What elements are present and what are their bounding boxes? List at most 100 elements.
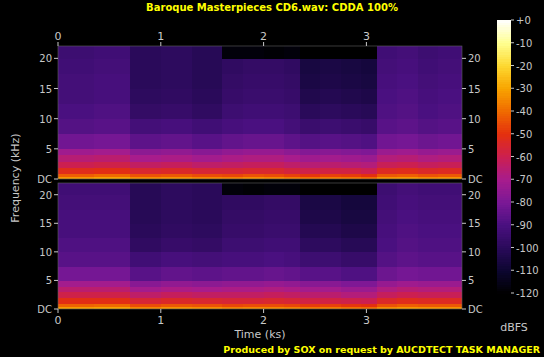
colorbar-label: dBFS	[500, 321, 528, 334]
cell	[300, 167, 321, 174]
cell	[58, 238, 95, 253]
cell	[284, 119, 300, 135]
cell	[397, 89, 418, 105]
tick	[58, 309, 59, 313]
cell	[341, 183, 362, 195]
colorbar-tick	[511, 202, 514, 203]
cell	[284, 89, 300, 105]
tick-label: 10	[39, 247, 52, 258]
cell	[438, 183, 462, 195]
colorbar-tick-label: -70	[516, 174, 532, 185]
cell	[320, 195, 341, 210]
colorbar-tick-label: -120	[516, 288, 539, 299]
tick	[462, 118, 466, 119]
cell	[192, 58, 223, 74]
cell	[192, 134, 223, 150]
cell	[94, 58, 131, 74]
cell	[300, 58, 321, 74]
cell	[222, 209, 243, 224]
cell	[418, 209, 439, 224]
cell	[397, 209, 418, 224]
tick-label: 15	[468, 84, 481, 95]
cell	[192, 238, 223, 253]
cell	[243, 286, 264, 292]
cell	[361, 155, 377, 162]
cell	[161, 167, 192, 174]
cell	[94, 195, 131, 210]
channel-cells	[58, 183, 462, 309]
cell	[438, 209, 462, 224]
cell	[58, 195, 95, 210]
cell	[418, 104, 439, 120]
cell	[264, 155, 285, 162]
cell	[94, 252, 131, 267]
cell	[418, 280, 439, 286]
cell	[418, 252, 439, 267]
cell	[377, 183, 398, 195]
colorbar-tick	[511, 156, 514, 157]
cell	[161, 134, 192, 150]
cell	[397, 252, 418, 267]
cell	[300, 298, 321, 304]
cell	[418, 195, 439, 210]
x-axis-label: Time (ks)	[233, 328, 285, 341]
tick-label: DC	[468, 174, 483, 185]
cell	[418, 167, 439, 174]
cell	[320, 252, 341, 267]
cell	[192, 155, 223, 162]
cell	[222, 223, 243, 238]
cell	[284, 238, 300, 253]
cell	[377, 238, 398, 253]
cell	[94, 104, 131, 120]
cell	[341, 286, 362, 292]
tick	[160, 309, 161, 313]
cell	[58, 149, 95, 156]
cell	[243, 280, 264, 286]
cell	[192, 195, 223, 210]
cell	[222, 46, 243, 59]
cell	[58, 280, 95, 286]
cell	[377, 73, 398, 89]
cell	[130, 252, 161, 267]
cell	[300, 292, 321, 298]
tick-label: 10	[39, 114, 52, 125]
cell	[58, 73, 95, 89]
colorbar-tick-label: -10	[516, 38, 532, 49]
cell	[161, 266, 192, 281]
cell	[264, 183, 285, 195]
cell	[418, 238, 439, 253]
cell	[300, 266, 321, 281]
cell	[438, 155, 462, 162]
cell	[320, 298, 341, 304]
tick	[54, 58, 58, 59]
cell	[192, 223, 223, 238]
cell	[418, 183, 439, 195]
cell	[341, 195, 362, 210]
tick-label: 3	[363, 30, 370, 43]
cell	[161, 252, 192, 267]
cell	[300, 46, 321, 59]
cell	[320, 266, 341, 281]
cell	[300, 104, 321, 120]
tick	[366, 309, 367, 313]
cell	[397, 280, 418, 286]
cell	[161, 195, 192, 210]
channel-cells	[58, 46, 462, 179]
cell	[222, 149, 243, 156]
cell	[264, 252, 285, 267]
cell	[58, 252, 95, 267]
cell	[58, 266, 95, 281]
cell	[264, 209, 285, 224]
cell	[130, 104, 161, 120]
cell	[438, 223, 462, 238]
colorbar-tick	[511, 42, 514, 43]
cell	[397, 292, 418, 298]
cell	[284, 167, 300, 174]
cell	[300, 73, 321, 89]
cell	[264, 46, 285, 59]
cell	[320, 223, 341, 238]
cell	[361, 238, 377, 253]
cell	[243, 209, 264, 224]
cell	[377, 292, 398, 298]
cell	[58, 89, 95, 105]
